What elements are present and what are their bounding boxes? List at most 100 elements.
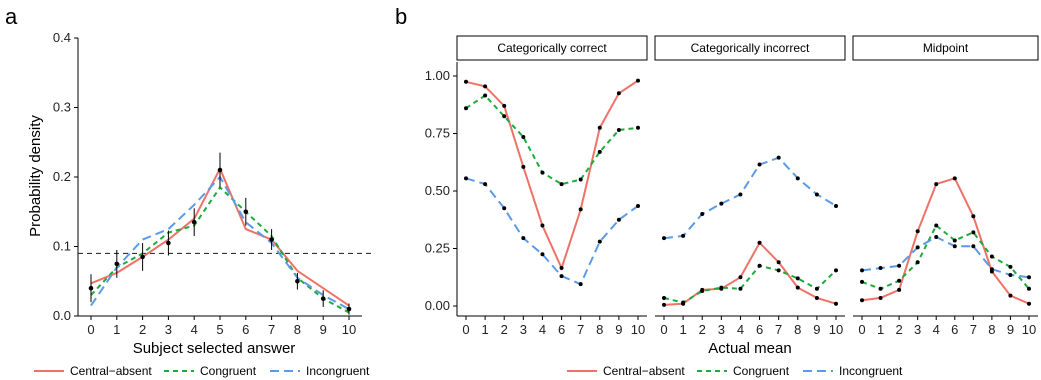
chart-a-data-point — [140, 254, 145, 260]
facet-data-point — [681, 300, 686, 305]
facet-data-point — [776, 268, 781, 273]
facet-data-point — [636, 125, 640, 130]
facet-data-point — [897, 287, 902, 292]
facet-data-point — [502, 114, 507, 119]
facet-data-point — [834, 203, 838, 208]
chart-a-x-tick-label: 6 — [242, 322, 249, 337]
facet-data-point — [795, 276, 800, 281]
legend-label: Congruent — [733, 364, 790, 378]
facet-series-congruent — [663, 264, 837, 304]
facet-data-point — [597, 149, 602, 154]
facet-data-point — [989, 267, 994, 272]
facet-data-point — [795, 285, 800, 290]
facet-data-point — [700, 289, 705, 294]
facet-data-point — [1027, 286, 1031, 291]
facet-data-point — [483, 182, 488, 187]
chart-a-x-tick-label: 0 — [87, 322, 94, 337]
facet-data-point — [559, 274, 564, 279]
chart-a-x-tick-label: 7 — [268, 322, 275, 337]
facet-data-point — [521, 164, 526, 169]
facet-series-incongruent — [465, 177, 639, 286]
chart-b-x-tick-label: 9 — [813, 322, 820, 337]
facet-data-point — [483, 84, 488, 89]
facet-data-point — [989, 254, 994, 259]
facet-data-point — [878, 286, 883, 291]
facet-data-point — [540, 252, 545, 257]
chart-b-x-tick-label: 6 — [951, 322, 958, 337]
facet-data-point — [878, 295, 883, 300]
facet-strip-title: Categorically correct — [497, 41, 607, 55]
facet-data-point — [860, 279, 864, 284]
facet-data-point — [636, 203, 640, 208]
chart-b-y-tick-label: 1.00 — [425, 68, 450, 83]
chart-a-data-point — [88, 285, 94, 291]
chart-b-y-tick-label: 0.00 — [425, 298, 450, 313]
chart-b-y-tick-label: 0.75 — [425, 126, 450, 141]
facet-strip — [654, 35, 846, 61]
facet-data-point — [952, 238, 957, 243]
chart-b-x-tick-label: 1 — [481, 322, 488, 337]
chart-b-x-tick-label: 0 — [858, 322, 865, 337]
chart-a-x-tick-label: 2 — [139, 322, 146, 337]
chart-b-x-tick-label: 8 — [988, 322, 995, 337]
facet-data-point — [540, 223, 545, 228]
chart-b-x-tick-label: 4 — [933, 322, 940, 337]
chart-b-x-tick-label: 2 — [895, 322, 902, 337]
facet-data-point — [934, 235, 939, 239]
chart-a-x-tick-label: 8 — [294, 322, 301, 337]
legend-label: Central−absent — [70, 364, 152, 378]
facet-data-point — [662, 295, 666, 300]
facet-data-point — [834, 301, 838, 306]
chart-b-y-tick-label: 0.50 — [425, 183, 450, 198]
chart-b-y-tick-label: 0.25 — [425, 241, 450, 256]
facet-strip — [456, 35, 648, 61]
legend-a: Central−absent Congruent Incongruent — [34, 364, 370, 378]
facet-data-point — [521, 236, 526, 241]
facet-data-point — [483, 93, 488, 98]
facet-data-point — [1008, 293, 1013, 298]
facet-data-point — [636, 78, 640, 83]
chart-b-x-tick-label: 0 — [462, 322, 469, 337]
facet-data-point — [1008, 272, 1013, 277]
facet-data-point — [738, 192, 743, 197]
facet-series-incongruent — [861, 235, 1030, 279]
chart-a-x-tick-label: 9 — [320, 322, 327, 337]
chart-b-x-tick-label: 7 — [775, 322, 782, 337]
chart-a: Subject selected answer Probability dens… — [27, 30, 372, 357]
chart-a-data-point — [295, 278, 300, 284]
facet-data-point — [915, 245, 920, 250]
chart-b-x-tick-label: 3 — [914, 322, 921, 337]
facet-data-point — [757, 240, 762, 245]
facet-data-point — [738, 275, 743, 280]
chart-a-y-tick-label: 0.2 — [53, 169, 71, 184]
chart-b-x-tick-label: 8 — [794, 322, 801, 337]
facet-data-point — [662, 302, 666, 307]
facet-series-incongruent — [663, 156, 837, 240]
facet-data-point — [1008, 264, 1013, 269]
chart-a-y-tick-label: 0.4 — [53, 30, 71, 45]
chart-b-x-tick-label: 3 — [718, 322, 725, 337]
panel-b-label: b — [395, 4, 407, 29]
facet-data-point — [616, 128, 621, 133]
facet-data-point — [934, 223, 939, 228]
facet-strip-title: Categorically incorrect — [691, 41, 810, 55]
chart-a-x-tick-label: 1 — [113, 322, 120, 337]
chart-b-x-tick-label: 7 — [577, 322, 584, 337]
chart-a-data-point — [346, 306, 352, 312]
chart-a-x-axis-label: Subject selected answer — [133, 340, 296, 357]
facet-data-point — [814, 295, 819, 300]
facet-data-point — [578, 207, 583, 212]
facet-series-central-absent — [465, 79, 639, 271]
facet-data-point — [971, 244, 976, 249]
facet-data-point — [559, 182, 564, 187]
chart-b-x-tick-label: 4 — [539, 322, 546, 337]
facet-data-point — [464, 79, 468, 84]
facet-data-point — [502, 206, 507, 211]
chart-a-series-central-absent — [90, 166, 350, 307]
facet-data-point — [971, 230, 976, 235]
chart-b-x-tick-label: 6 — [558, 322, 565, 337]
chart-b-x-tick-label: 1 — [679, 322, 686, 337]
chart-b-x-tick-label: 9 — [1007, 322, 1014, 337]
legend-b: Central−absent Congruent Incongruent — [567, 364, 903, 378]
facet-data-point — [814, 192, 819, 197]
